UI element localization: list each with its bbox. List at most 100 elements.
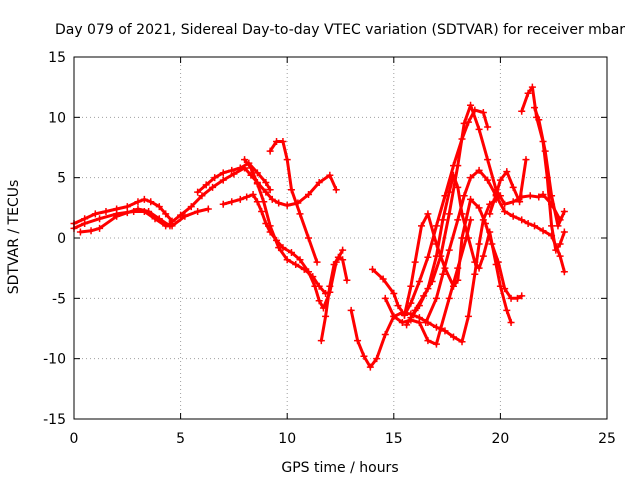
data-point bbox=[496, 176, 504, 184]
data-point bbox=[209, 183, 217, 191]
data-point bbox=[548, 192, 556, 200]
data-point bbox=[432, 323, 440, 331]
data-point bbox=[368, 265, 376, 273]
data-point bbox=[471, 258, 479, 266]
data-point bbox=[394, 302, 402, 310]
x-tick-label: 0 bbox=[70, 431, 79, 447]
data-point bbox=[309, 273, 317, 281]
data-point bbox=[516, 198, 524, 206]
data-point bbox=[317, 337, 325, 345]
data-point bbox=[467, 174, 475, 182]
data-point bbox=[81, 220, 89, 228]
data-point bbox=[76, 228, 84, 236]
y-tick-label: -10 bbox=[43, 352, 66, 368]
series-trace-12 bbox=[371, 108, 490, 317]
data-point bbox=[305, 191, 313, 199]
data-point bbox=[445, 188, 453, 196]
data-point bbox=[454, 162, 462, 170]
data-point bbox=[471, 270, 479, 278]
data-point bbox=[249, 191, 257, 199]
data-point bbox=[339, 256, 347, 264]
data-point bbox=[258, 207, 266, 215]
data-point bbox=[147, 198, 155, 206]
data-point bbox=[411, 258, 419, 266]
data-point bbox=[486, 228, 494, 236]
y-tick-label: 10 bbox=[48, 110, 66, 126]
y-axis-label: SDTVAR / TECUs bbox=[6, 180, 22, 295]
data-point bbox=[464, 234, 472, 242]
data-point bbox=[424, 285, 432, 293]
data-point bbox=[460, 192, 468, 200]
data-point bbox=[253, 169, 261, 177]
data-point bbox=[296, 210, 304, 218]
data-point bbox=[260, 198, 268, 206]
data-point bbox=[181, 212, 189, 220]
series-trace-1 bbox=[72, 197, 174, 225]
data-point bbox=[560, 228, 568, 236]
data-point bbox=[134, 198, 142, 206]
data-point bbox=[445, 210, 453, 218]
data-point bbox=[326, 282, 334, 290]
series-trace-15 bbox=[409, 173, 513, 324]
data-point bbox=[467, 216, 475, 224]
data-point bbox=[418, 222, 426, 230]
data-point bbox=[354, 337, 362, 345]
y-tick-label: 0 bbox=[57, 231, 66, 247]
data-point bbox=[228, 198, 236, 206]
data-point bbox=[300, 265, 308, 273]
data-point bbox=[503, 168, 511, 176]
data-point bbox=[275, 244, 283, 252]
data-point bbox=[162, 210, 170, 218]
data-point bbox=[230, 170, 238, 178]
data-point bbox=[279, 137, 287, 145]
data-point bbox=[454, 216, 462, 224]
data-point bbox=[541, 147, 549, 155]
data-point bbox=[198, 192, 206, 200]
data-point bbox=[134, 205, 142, 213]
data-point bbox=[424, 337, 432, 345]
data-point bbox=[166, 220, 174, 228]
data-point bbox=[247, 164, 255, 172]
data-point bbox=[407, 282, 415, 290]
data-point bbox=[535, 193, 543, 201]
data-point bbox=[441, 327, 449, 335]
data-point bbox=[507, 318, 515, 326]
plot-frame bbox=[73, 56, 608, 420]
data-point bbox=[326, 171, 334, 179]
data-point bbox=[509, 212, 517, 220]
data-point bbox=[556, 252, 564, 260]
data-point bbox=[484, 176, 492, 184]
data-point bbox=[475, 264, 483, 272]
data-point bbox=[305, 234, 313, 242]
data-point bbox=[315, 282, 323, 290]
data-point bbox=[445, 246, 453, 254]
data-point bbox=[554, 222, 562, 230]
data-point bbox=[219, 200, 227, 208]
data-point bbox=[113, 212, 121, 220]
data-point bbox=[194, 207, 202, 215]
series-trace-5 bbox=[196, 161, 272, 194]
data-point bbox=[273, 137, 281, 145]
data-point bbox=[266, 147, 274, 155]
data-point bbox=[407, 314, 415, 322]
data-point bbox=[524, 220, 532, 228]
data-point bbox=[403, 321, 411, 329]
data-point bbox=[262, 188, 270, 196]
data-point bbox=[415, 302, 423, 310]
grid bbox=[74, 57, 607, 419]
data-point bbox=[123, 203, 131, 211]
series-trace-9 bbox=[319, 255, 349, 343]
data-point bbox=[102, 207, 110, 215]
data-point bbox=[236, 195, 244, 203]
data-point bbox=[503, 306, 511, 314]
y-tick-label: -5 bbox=[52, 291, 66, 307]
data-point bbox=[422, 318, 430, 326]
data-point bbox=[492, 261, 500, 269]
data-point bbox=[347, 306, 355, 314]
data-point bbox=[481, 220, 489, 228]
data-point bbox=[432, 340, 440, 348]
data-point bbox=[262, 178, 270, 186]
data-point bbox=[241, 156, 249, 164]
data-point bbox=[449, 171, 457, 179]
